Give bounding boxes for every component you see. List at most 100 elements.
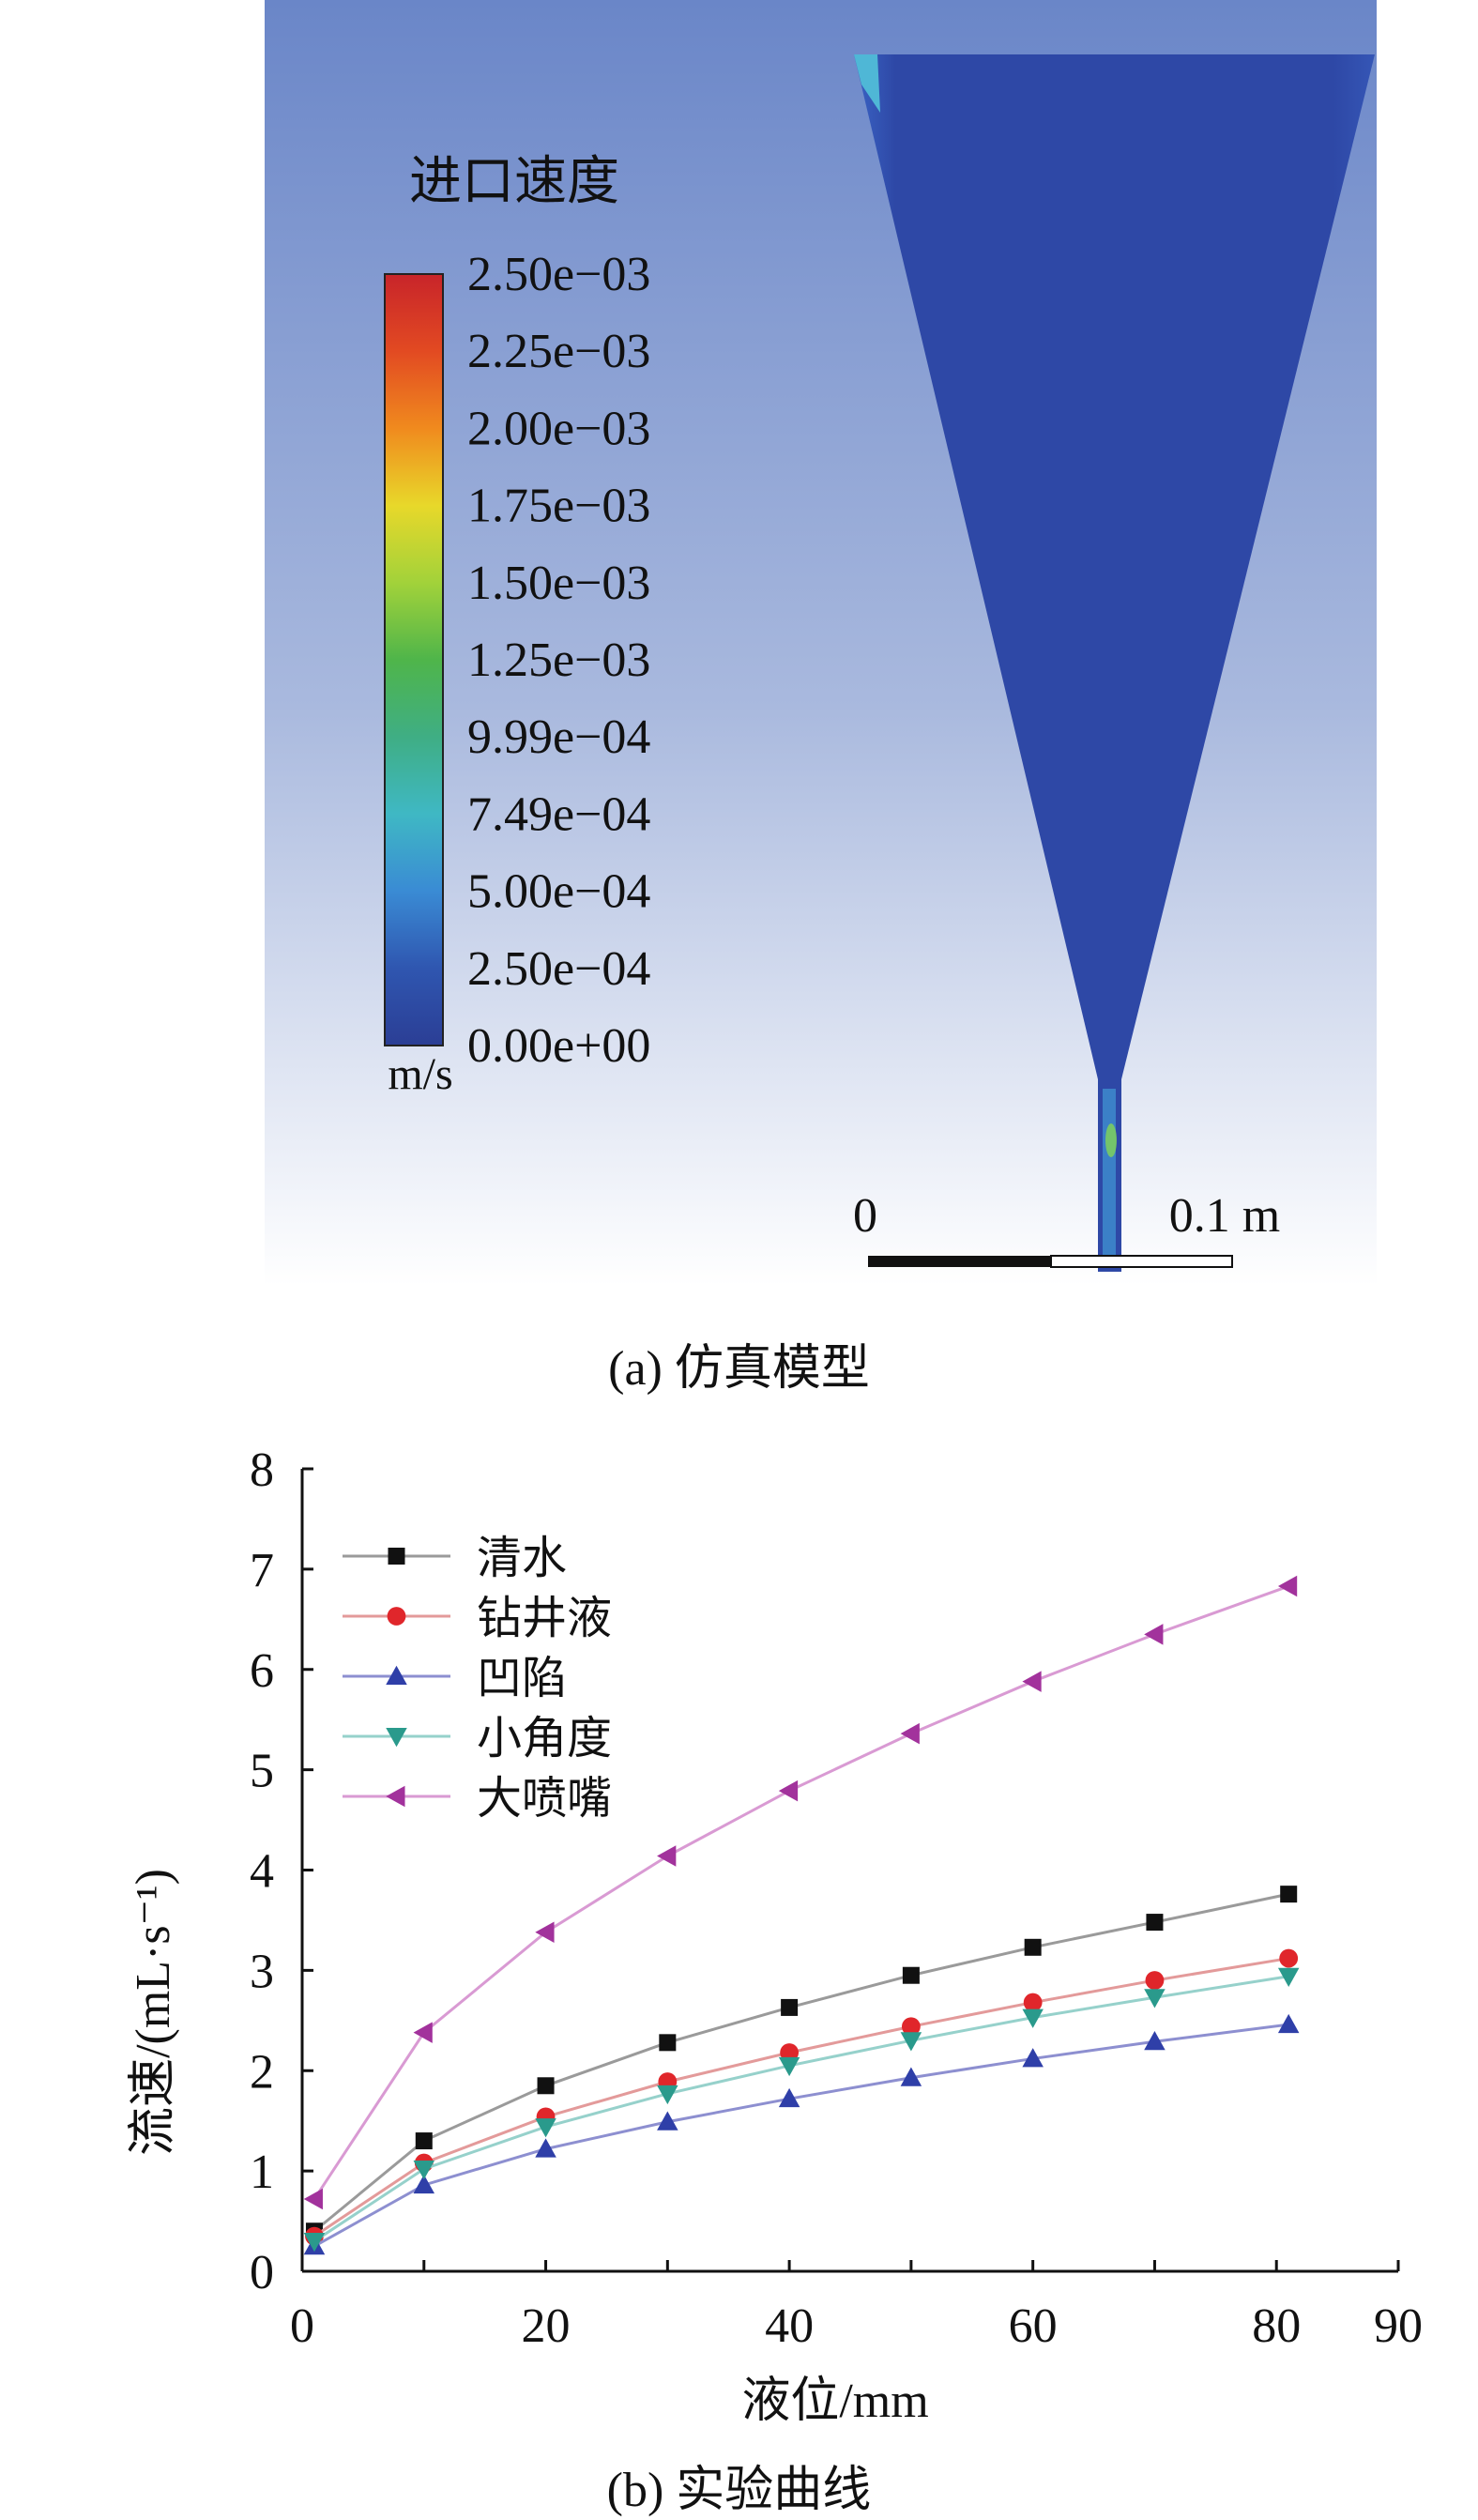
- data-point: [1277, 2013, 1300, 2034]
- legend-title: 进口速度: [409, 151, 619, 212]
- legend-marker: [388, 1548, 405, 1565]
- data-point: [781, 1998, 799, 2016]
- data-point: [1022, 2048, 1044, 2068]
- colorbar-tick-label: 5.00e−04: [467, 865, 650, 919]
- data-point: [537, 2077, 555, 2095]
- data-point: [1022, 1671, 1042, 1692]
- x-tick-label: 90: [1374, 2299, 1423, 2353]
- data-point: [303, 2188, 323, 2210]
- legend-entry: 清水: [343, 1532, 567, 1584]
- outlet-hotspot: [1105, 1123, 1117, 1157]
- y-tick-label: 1: [250, 2146, 274, 2199]
- x-tick-label: 20: [522, 2299, 571, 2353]
- legend-marker: [386, 1785, 405, 1808]
- scalebar-start: 0: [853, 1189, 877, 1243]
- scalebar-black: [868, 1256, 1051, 1267]
- data-point: [1022, 2008, 1044, 2028]
- data-point: [413, 2160, 435, 2180]
- data-point: [1280, 1886, 1298, 1903]
- y-tick-label: 8: [250, 1443, 274, 1497]
- colorbar-tick-label: 1.25e−03: [467, 634, 650, 687]
- data-point: [413, 2174, 435, 2194]
- data-point: [1277, 1575, 1298, 1597]
- legend-entry: 大喷嘴: [343, 1772, 612, 1825]
- data-point: [415, 2132, 433, 2150]
- series-triangle-left: [303, 1575, 1298, 2210]
- outlet-flow-streak: [1103, 1089, 1116, 1267]
- legend-label: 小角度: [477, 1712, 612, 1764]
- cone-domain: [854, 54, 1375, 1079]
- data-point: [535, 2138, 556, 2158]
- colorbar-tick-label: 7.49e−04: [467, 787, 650, 841]
- data-point: [901, 2017, 921, 2037]
- data-point: [413, 2022, 433, 2043]
- legend-entry: 钻井液: [343, 1592, 612, 1644]
- legend-marker: [386, 1665, 407, 1685]
- data-point: [778, 1779, 799, 1802]
- data-point: [303, 2232, 326, 2253]
- x-tick-label: 60: [1009, 2299, 1058, 2353]
- colorbar-tick-label: 2.50e−03: [467, 248, 650, 301]
- colorbar-tick-label: 2.25e−03: [467, 325, 650, 378]
- simulation-panel: 进口速度 2.50e−03 2.25e−03 2.00e−03 1.75e−03 1.5…: [265, 0, 1377, 1286]
- data-point: [1024, 1938, 1042, 1956]
- scalebar-end: 0.1 m: [1169, 1189, 1280, 1243]
- data-point: [1279, 1948, 1299, 1968]
- legend-label: 清水: [477, 1532, 567, 1584]
- colorbar: [384, 273, 444, 1046]
- data-point: [1145, 1971, 1165, 1990]
- legend-marker: [387, 1607, 406, 1626]
- chart-axes: 0 20 40 60 80 90 0 1 2 3 4 5 6 7 8: [250, 1443, 1423, 2353]
- data-point: [1023, 1993, 1043, 2012]
- data-point: [657, 2111, 678, 2131]
- data-point: [1277, 1967, 1300, 1988]
- data-point: [657, 1845, 677, 1867]
- legend-label: 凹陷: [477, 1652, 567, 1704]
- x-tick-label: 40: [765, 2299, 814, 2353]
- series-line: [313, 1975, 1289, 2243]
- cone-left-highlight: [854, 54, 880, 113]
- series-triangle-up: [303, 2013, 1300, 2255]
- series-triangle-down: [303, 1967, 1300, 2253]
- data-point: [1144, 1624, 1164, 1645]
- data-point: [778, 2087, 800, 2108]
- caption-a: (a) 仿真模型: [608, 1342, 870, 1396]
- colorbar-tick-label: 1.75e−03: [467, 480, 650, 533]
- legend-marker: [386, 1728, 407, 1748]
- colorbar-tick-label: 0.00e+00: [467, 1019, 650, 1073]
- y-tick-label: 5: [250, 1745, 274, 1798]
- y-tick-label: 4: [250, 1845, 274, 1899]
- legend-label: 钻井液: [477, 1592, 612, 1644]
- colorbar-unit: m/s: [388, 1049, 452, 1099]
- y-tick-label: 6: [250, 1644, 274, 1698]
- data-point: [535, 1921, 555, 1944]
- colorbar-tick-label: 2.50e−04: [467, 942, 650, 996]
- y-tick-label: 0: [250, 2246, 274, 2299]
- data-point: [902, 1966, 920, 1984]
- x-axis-label: 液位/mm: [741, 2375, 928, 2428]
- series-line: [312, 1584, 1289, 2200]
- caption-b: (b) 实验曲线: [606, 2464, 872, 2517]
- colorbar-labels: 2.50e−03 2.25e−03 2.00e−03 1.75e−03 1.50e−03…: [467, 248, 650, 1073]
- data-point: [778, 2056, 800, 2077]
- y-tick-label: 3: [250, 1945, 274, 1998]
- chart-series: [303, 1575, 1300, 2255]
- y-axis-label: 流速/(mL·s⁻¹): [127, 1869, 180, 2156]
- legend-label: 大喷嘴: [477, 1772, 612, 1825]
- colorbar-tick-label: 1.50e−03: [467, 557, 650, 610]
- colorbar-tick-label: 9.99e−04: [467, 710, 650, 764]
- data-point: [900, 2067, 922, 2086]
- x-tick-label: 0: [290, 2299, 314, 2353]
- data-point: [1144, 1989, 1166, 2008]
- y-tick-label: 7: [250, 1544, 274, 1597]
- legend-entry: 小角度: [343, 1712, 612, 1764]
- data-point: [657, 2085, 678, 2105]
- series-line: [313, 2023, 1289, 2248]
- x-tick-label: 80: [1252, 2299, 1301, 2353]
- data-point: [900, 2032, 922, 2052]
- data-point: [659, 2034, 677, 2052]
- data-point: [1146, 1914, 1164, 1932]
- data-point: [1144, 2031, 1166, 2051]
